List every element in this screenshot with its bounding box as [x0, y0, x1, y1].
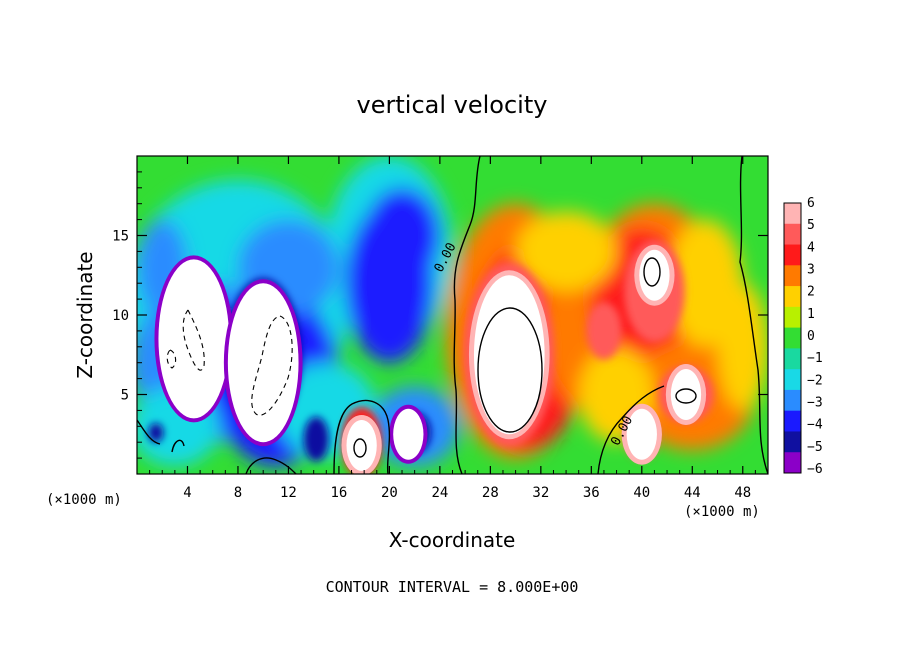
colorbar-swatch — [784, 369, 801, 391]
feature-core — [346, 419, 377, 471]
colorbar-label: −5 — [807, 440, 823, 455]
core-contour-upper — [643, 257, 661, 287]
colorbar-label: −6 — [807, 462, 823, 477]
field-cores — [154, 244, 707, 474]
zero-contour-mid — [453, 156, 481, 474]
colorbar-swatch — [784, 452, 801, 474]
colorbar-swatch — [784, 389, 801, 412]
z-axis: 5 10 15 — [112, 171, 768, 459]
neg-contour-tiny — [166, 349, 177, 369]
core-contour-lower — [675, 388, 697, 404]
x-tick-label: 20 — [381, 485, 398, 501]
colorbar-swatch — [784, 431, 801, 453]
contour-lines — [137, 156, 768, 474]
z-tick-label: 10 — [112, 308, 129, 324]
colorbar-swatch — [784, 244, 801, 266]
field-blob — [148, 423, 164, 443]
z-tick-label: 15 — [112, 229, 129, 245]
x-unit-label-right: (×1000 m) — [684, 504, 760, 520]
colorbar-swatch — [784, 265, 801, 287]
colorbar-label: 5 — [807, 218, 815, 233]
colorbar-label: 4 — [807, 240, 815, 255]
feature-core — [473, 275, 545, 435]
x-tick-label: 40 — [633, 485, 650, 501]
x-tick-label: 4 — [183, 485, 191, 501]
field-blob — [586, 302, 622, 360]
z-tick-label: 5 — [121, 388, 129, 404]
x-axis-label: X-coordinate — [389, 528, 516, 552]
core-contour-main — [477, 307, 543, 433]
x-tick-label: 24 — [431, 485, 448, 501]
colorbar-label: −2 — [807, 373, 823, 388]
velocity-field — [137, 156, 768, 474]
colorbar-swatch — [784, 348, 801, 370]
contour-interval-note: CONTOUR INTERVAL = 8.000E+00 — [326, 578, 579, 596]
x-tick-label: 8 — [234, 485, 242, 501]
feature-core — [393, 408, 424, 460]
zero-contour-left-bump — [245, 457, 297, 474]
zero-contour-left-edge — [137, 419, 161, 445]
colorbar-label: 0 — [807, 329, 815, 344]
colorbar-label: 6 — [807, 196, 815, 211]
zero-contour-right — [739, 156, 768, 474]
feature-core — [626, 408, 657, 460]
x-axis: 4 8 12 16 20 24 28 32 36 40 44 48 — [149, 156, 756, 501]
colorbar-swatch — [784, 203, 801, 225]
field-blob — [515, 211, 617, 292]
feature-core — [158, 259, 230, 419]
x-unit-label: (×1000 m) — [46, 492, 122, 508]
colorbar-label: 3 — [807, 263, 815, 278]
colorbar-label: −4 — [807, 418, 823, 433]
x-tick-label: 48 — [734, 485, 751, 501]
neg-contour-center — [251, 315, 293, 416]
colorbar-label: −1 — [807, 351, 823, 366]
colorbar-label: 2 — [807, 285, 815, 300]
colorbar-swatch — [784, 223, 801, 246]
colorbar: 6 5 4 3 2 1 0 −1 −2 −3 −4 −5 −6 — [783, 196, 823, 477]
x-tick-label: 36 — [583, 485, 600, 501]
colorbar-swatch — [784, 286, 801, 308]
core-contour-small-left — [171, 439, 185, 453]
colorbar-swatch — [784, 306, 801, 329]
chart-title: vertical velocity — [357, 91, 548, 119]
x-tick-label: 16 — [330, 485, 347, 501]
colorbar-label: 1 — [807, 307, 815, 322]
x-tick-label: 28 — [482, 485, 499, 501]
colorbar-label: −3 — [807, 396, 823, 411]
zero-contour-right-low — [597, 385, 665, 474]
zero-contour-cell — [333, 399, 391, 474]
z-axis-label: Z-coordinate — [73, 251, 97, 378]
neg-contour-left — [182, 309, 205, 371]
colorbar-frame — [783, 202, 802, 474]
x-tick-label: 12 — [280, 485, 297, 501]
negative-contours — [166, 309, 293, 416]
x-tick-label: 44 — [684, 485, 701, 501]
field-blob — [717, 283, 768, 411]
feature-core — [670, 369, 702, 420]
feature-core — [227, 283, 299, 443]
colorbar-swatch — [784, 327, 801, 349]
field-blob — [364, 187, 440, 284]
colorbar-swatch — [784, 410, 801, 432]
field-blob — [303, 416, 329, 462]
core-contour-small — [353, 438, 367, 458]
x-tick-label: 32 — [532, 485, 549, 501]
